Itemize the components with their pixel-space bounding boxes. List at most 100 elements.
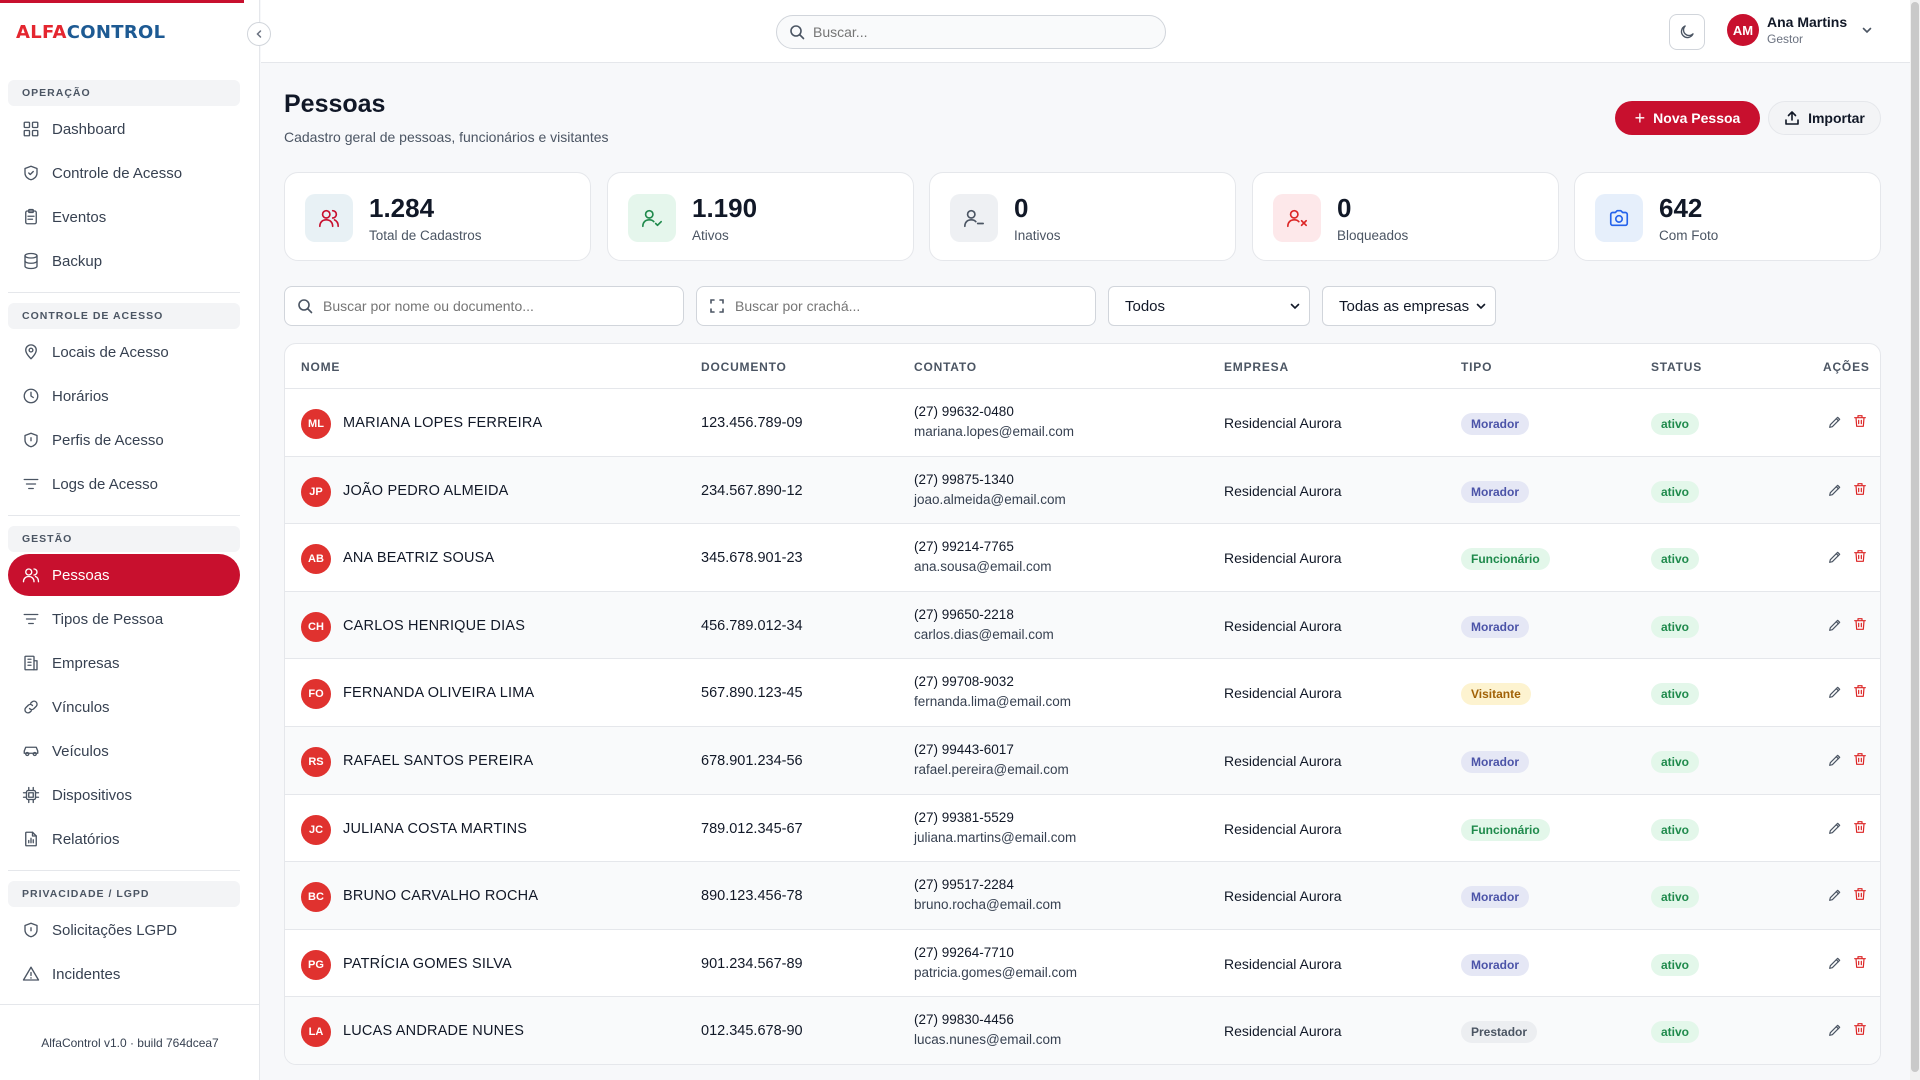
sidebar-item-perfis-de-acesso[interactable]: Perfis de Acesso xyxy=(8,419,240,461)
sidebar-item-relatorios[interactable]: Relatórios xyxy=(8,818,240,860)
user-x-icon xyxy=(1287,209,1307,228)
edit-button[interactable] xyxy=(1827,482,1843,498)
stat-value: 1.190 xyxy=(692,193,758,223)
delete-button[interactable] xyxy=(1852,886,1868,902)
sidebar-item-locais-de-acesso[interactable]: Locais de Acesso xyxy=(8,331,240,373)
sidebar-item-vinculos[interactable]: Vínculos xyxy=(8,686,240,728)
name-search-field[interactable] xyxy=(284,286,684,326)
edit-button[interactable] xyxy=(1827,617,1843,633)
person-name[interactable]: PATRÍCIA GOMES SILVA xyxy=(343,955,512,972)
sidebar-item-dashboard[interactable]: Dashboard xyxy=(8,108,240,150)
sidebar-item-pessoas[interactable]: Pessoas xyxy=(8,554,240,596)
user-minus-icon xyxy=(964,209,984,228)
scrollbar-thumb[interactable] xyxy=(1911,2,1919,1072)
sidebar-item-eventos[interactable]: Eventos xyxy=(8,196,240,238)
person-name[interactable]: RAFAEL SANTOS PEREIRA xyxy=(343,752,534,769)
import-button[interactable]: Importar xyxy=(1768,101,1881,135)
edit-button[interactable] xyxy=(1827,752,1843,768)
status-badge: ativo xyxy=(1651,683,1700,706)
edit-button[interactable] xyxy=(1827,887,1843,903)
table-row[interactable]: JP JOÃO PEDRO ALMEIDA 234.567.890-12 (27) 9… xyxy=(285,456,1880,525)
delete-button[interactable] xyxy=(1852,548,1868,564)
person-name[interactable]: JOÃO PEDRO ALMEIDA xyxy=(343,482,509,499)
person-name[interactable]: ANA BEATRIZ SOUSA xyxy=(343,550,495,567)
delete-button[interactable] xyxy=(1852,481,1868,497)
sidebar-item-dispositivos[interactable]: Dispositivos xyxy=(8,774,240,816)
delete-button[interactable] xyxy=(1852,819,1868,835)
delete-button[interactable] xyxy=(1852,954,1868,970)
badge-search-field[interactable] xyxy=(696,286,1096,326)
table-row[interactable]: AB ANA BEATRIZ SOUSA 345.678.901-23 (27) 99… xyxy=(285,524,1880,592)
column-header-status[interactable]: STATUS xyxy=(1651,360,1703,374)
column-header-company[interactable]: EMPRESA xyxy=(1224,360,1289,374)
sidebar-item-veiculos[interactable]: Veículos xyxy=(8,730,240,772)
person-avatar: ML xyxy=(301,409,331,439)
edit-button[interactable] xyxy=(1827,955,1843,971)
theme-toggle-button[interactable] xyxy=(1669,14,1705,50)
edit-button[interactable] xyxy=(1827,549,1843,565)
pencil-icon xyxy=(1829,619,1841,631)
sidebar-item-empresas[interactable]: Empresas xyxy=(8,642,240,684)
column-header-type[interactable]: TIPO xyxy=(1461,360,1493,374)
new-person-button[interactable]: + Nova Pessoa xyxy=(1615,101,1760,135)
table-row[interactable]: LA LUCAS ANDRADE NUNES 012.345.678-90 (27) … xyxy=(285,997,1880,1064)
status-badge: ativo xyxy=(1651,886,1700,909)
sidebar-item-label: Locais de Acesso xyxy=(52,343,169,361)
delete-button[interactable] xyxy=(1852,683,1868,699)
column-header-document[interactable]: DOCUMENTO xyxy=(701,360,787,374)
table-row[interactable]: PG PATRÍCIA GOMES SILVA 901.234.567-89 (27)… xyxy=(285,930,1880,998)
user-name: Ana Martins xyxy=(1767,14,1848,30)
type-filter-select[interactable]: Todos xyxy=(1108,286,1310,326)
sidebar-item-label: Solicitações LGPD xyxy=(52,921,178,939)
delete-button[interactable] xyxy=(1852,1021,1868,1037)
person-company: Residencial Aurora xyxy=(1224,550,1342,567)
delete-button[interactable] xyxy=(1852,616,1868,632)
table-row[interactable]: BC BRUNO CARVALHO ROCHA 890.123.456-78 (27)… xyxy=(285,862,1880,930)
person-name[interactable]: CARLOS HENRIQUE DIAS xyxy=(343,617,526,634)
camera-icon xyxy=(1609,209,1629,227)
sidebar-item-horarios[interactable]: Horários xyxy=(8,375,240,417)
person-name[interactable]: JULIANA COSTA MARTINS xyxy=(343,820,528,837)
sidebar-item-solicitacoes-lgpd[interactable]: Solicitações LGPD xyxy=(8,909,240,951)
person-name[interactable]: MARIANA LOPES FERREIRA xyxy=(343,415,543,431)
person-name[interactable]: LUCAS ANDRADE NUNES xyxy=(343,1023,525,1040)
edit-button[interactable] xyxy=(1827,414,1843,430)
delete-button[interactable] xyxy=(1852,751,1868,767)
column-header-contact[interactable]: CONTATO xyxy=(914,360,977,374)
edit-button[interactable] xyxy=(1827,820,1843,836)
global-search-input[interactable] xyxy=(813,24,1143,40)
clipboard-icon-wrap xyxy=(22,208,40,226)
table-row[interactable]: RS RAFAEL SANTOS PEREIRA 678.901.234-56 (27… xyxy=(285,726,1880,795)
sidebar-item-incidentes[interactable]: Incidentes xyxy=(8,953,240,995)
moon-icon xyxy=(1680,25,1694,39)
person-name[interactable]: FERNANDA OLIVEIRA LIMA xyxy=(343,685,535,702)
delete-button[interactable] xyxy=(1852,413,1868,429)
edit-button[interactable] xyxy=(1827,684,1843,700)
badge-search-input[interactable] xyxy=(735,298,1065,314)
table-row[interactable]: CH CARLOS HENRIQUE DIAS 456.789.012-34 (27)… xyxy=(285,591,1880,660)
filter-lines-icon-wrap xyxy=(22,475,40,493)
company-filter-select[interactable]: Todas as empresas xyxy=(1322,286,1496,326)
edit-button[interactable] xyxy=(1827,1022,1843,1038)
sidebar-item-controle-de-acesso[interactable]: Controle de Acesso xyxy=(8,152,240,194)
table-row[interactable]: ML MARIANA LOPES FERREIRA 123.456.789-09 (2… xyxy=(285,389,1880,457)
name-search-input[interactable] xyxy=(323,298,653,314)
map-pin-icon-wrap xyxy=(22,343,40,361)
sidebar-item-backup[interactable]: Backup xyxy=(8,240,240,282)
type-badge: Visitante xyxy=(1461,683,1531,706)
collapse-sidebar-button[interactable] xyxy=(247,22,271,46)
page-scrollbar[interactable] xyxy=(1910,0,1920,1080)
sidebar-item-logs-de-acesso[interactable]: Logs de Acesso xyxy=(8,463,240,505)
table-row[interactable]: JC JULIANA COSTA MARTINS 789.012.345-67 (27… xyxy=(285,795,1880,863)
column-header-name[interactable]: NOME xyxy=(301,360,341,374)
app-logo[interactable]: ALFACONTROL xyxy=(16,22,165,43)
sidebar-accent-bar xyxy=(0,0,244,3)
person-phone: (27) 99650-2218 xyxy=(914,606,1014,622)
person-name[interactable]: BRUNO CARVALHO ROCHA xyxy=(343,888,539,905)
user-menu[interactable]: AM Ana Martins Gestor xyxy=(1727,14,1873,46)
upload-icon xyxy=(1785,111,1799,125)
global-search[interactable] xyxy=(776,15,1166,49)
person-document: 123.456.789-09 xyxy=(701,415,803,431)
table-row[interactable]: FO FERNANDA OLIVEIRA LIMA 567.890.123-45 (2… xyxy=(285,659,1880,727)
sidebar-item-tipos-de-pessoa[interactable]: Tipos de Pessoa xyxy=(8,598,240,640)
